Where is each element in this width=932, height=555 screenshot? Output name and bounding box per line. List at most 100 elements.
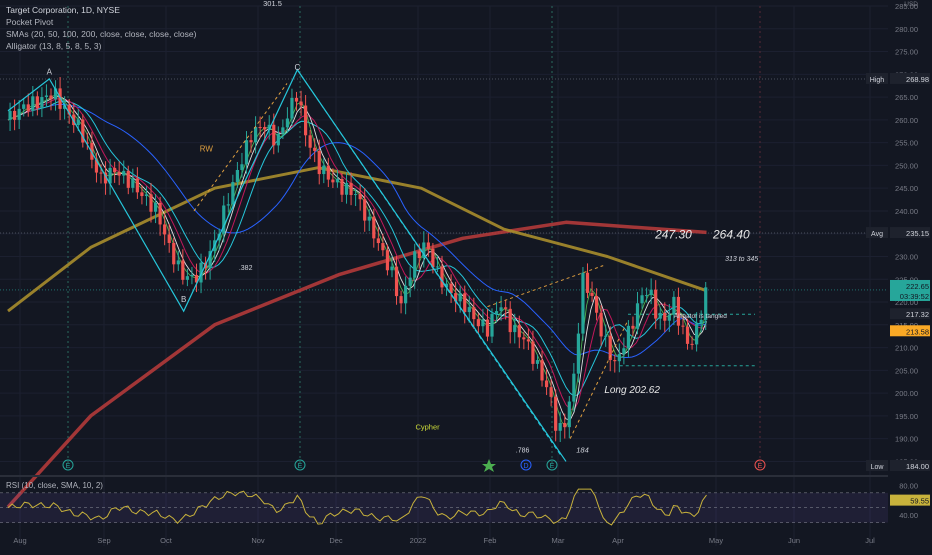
annotation-label: 184 bbox=[576, 445, 589, 454]
candle-body bbox=[167, 234, 171, 243]
candle-body bbox=[344, 182, 349, 195]
candle-body bbox=[508, 308, 512, 333]
candle-body bbox=[394, 266, 399, 297]
annotation-label: Alligator is tangled bbox=[674, 313, 727, 320]
price-tick: 230.00 bbox=[895, 252, 918, 261]
event-marker-icon bbox=[546, 459, 558, 471]
candle-body bbox=[499, 307, 503, 312]
candle-body bbox=[363, 199, 367, 221]
price-tick: 220.00 bbox=[895, 298, 918, 307]
price-tick: 200.00 bbox=[895, 389, 918, 398]
candle-body bbox=[276, 133, 280, 146]
candle-body bbox=[635, 303, 640, 329]
candle-body bbox=[267, 124, 271, 130]
time-tick: Nov bbox=[251, 536, 265, 545]
time-tick: Jun bbox=[788, 536, 800, 545]
candle-body bbox=[476, 319, 480, 327]
candle-body bbox=[340, 178, 344, 195]
candle-body bbox=[645, 295, 649, 297]
candle-body bbox=[549, 387, 553, 397]
candle-body bbox=[326, 165, 330, 180]
candle-body bbox=[131, 178, 135, 188]
event-marker-label: E bbox=[758, 463, 763, 470]
candle-body bbox=[649, 289, 653, 296]
candle-body bbox=[604, 335, 608, 337]
price-tick: 210.00 bbox=[895, 344, 918, 353]
candle-body bbox=[249, 140, 253, 143]
candle-body bbox=[626, 325, 631, 349]
price-label-value: 222.65 bbox=[906, 282, 929, 291]
channel-line bbox=[487, 265, 604, 308]
candle-body bbox=[435, 266, 440, 268]
candle-body bbox=[281, 127, 285, 134]
event-marker-label: D bbox=[523, 463, 528, 470]
annotation-label: 301.5 bbox=[263, 0, 282, 8]
candle-body bbox=[285, 118, 290, 128]
candle-body bbox=[413, 251, 417, 278]
candle-body bbox=[672, 296, 676, 315]
time-axis[interactable]: Aug Sep Oct Nov Dec 2022 Feb Mar Apr May Jun Jul bbox=[13, 536, 875, 545]
symbol-title[interactable]: Target Corporation, 1D, NYSE bbox=[6, 5, 120, 15]
candle-body bbox=[22, 104, 26, 109]
candle-body bbox=[690, 343, 694, 345]
price-tick: 205.00 bbox=[895, 366, 918, 375]
candle-body bbox=[308, 135, 312, 148]
candle-body bbox=[231, 182, 235, 205]
candle-body bbox=[422, 242, 426, 259]
candle-body bbox=[408, 277, 412, 286]
candle-body bbox=[544, 380, 549, 388]
price-label-tag-box bbox=[866, 227, 888, 239]
candle-body bbox=[576, 333, 580, 374]
price-label-box bbox=[890, 325, 930, 337]
price-label-tag-box bbox=[866, 72, 888, 84]
candle-body bbox=[67, 105, 71, 115]
indicator-alligator[interactable]: Alligator (13, 8, 5, 8, 5, 3) bbox=[6, 41, 102, 51]
candle-body bbox=[599, 312, 603, 337]
candle-body bbox=[144, 194, 149, 197]
price-label-box bbox=[890, 460, 930, 471]
candle-body bbox=[608, 335, 612, 361]
candle-body bbox=[613, 360, 617, 362]
sma-line bbox=[6, 220, 707, 509]
event-marker-icon bbox=[520, 459, 532, 471]
price-label-box bbox=[890, 279, 930, 291]
candle-body bbox=[617, 354, 621, 362]
candle-body bbox=[372, 216, 376, 239]
candle-body bbox=[472, 307, 476, 320]
candle-body bbox=[172, 242, 176, 265]
price-tick: 245.00 bbox=[895, 184, 918, 193]
star-icon bbox=[482, 459, 496, 472]
candle-body bbox=[17, 108, 21, 120]
rising-wedge-line bbox=[193, 83, 288, 212]
candle-body bbox=[244, 140, 249, 165]
indicator-smas[interactable]: SMAs (20, 50, 100, 200, close, close, cl… bbox=[6, 29, 197, 39]
candle-body bbox=[535, 360, 540, 364]
annotation-label: .382 bbox=[239, 265, 253, 272]
price-axis[interactable]: USD285.00280.00275.00270.00265.00260.002… bbox=[866, 0, 932, 476]
time-tick: 2022 bbox=[410, 536, 427, 545]
candle-body bbox=[294, 97, 299, 102]
candle-body bbox=[158, 202, 162, 225]
candle-body bbox=[676, 296, 681, 326]
candle-body bbox=[63, 105, 67, 109]
indicator-pocket-pivot[interactable]: Pocket Pivot bbox=[6, 17, 54, 27]
candle-body bbox=[417, 251, 421, 259]
price-label-value: 03:39:52 bbox=[900, 292, 929, 301]
price-label-box bbox=[890, 289, 930, 301]
candle-body bbox=[181, 260, 185, 280]
candle-body bbox=[526, 339, 530, 342]
candle-body bbox=[349, 182, 353, 195]
price-tick: 195.00 bbox=[895, 412, 918, 421]
price-tick: 275.00 bbox=[895, 48, 918, 57]
rsi-pane[interactable]: RSI (10, close, SMA, 10, 2) 80.00 40.00 59.… bbox=[0, 475, 930, 526]
candle-body bbox=[490, 313, 494, 337]
time-tick: May bbox=[709, 536, 723, 545]
candle-body bbox=[140, 192, 144, 197]
candle-body bbox=[85, 142, 89, 144]
price-label-box bbox=[890, 72, 930, 84]
candle-body bbox=[44, 95, 49, 98]
annotation-label: C bbox=[294, 63, 300, 72]
price-tick: 285.00 bbox=[895, 2, 918, 11]
